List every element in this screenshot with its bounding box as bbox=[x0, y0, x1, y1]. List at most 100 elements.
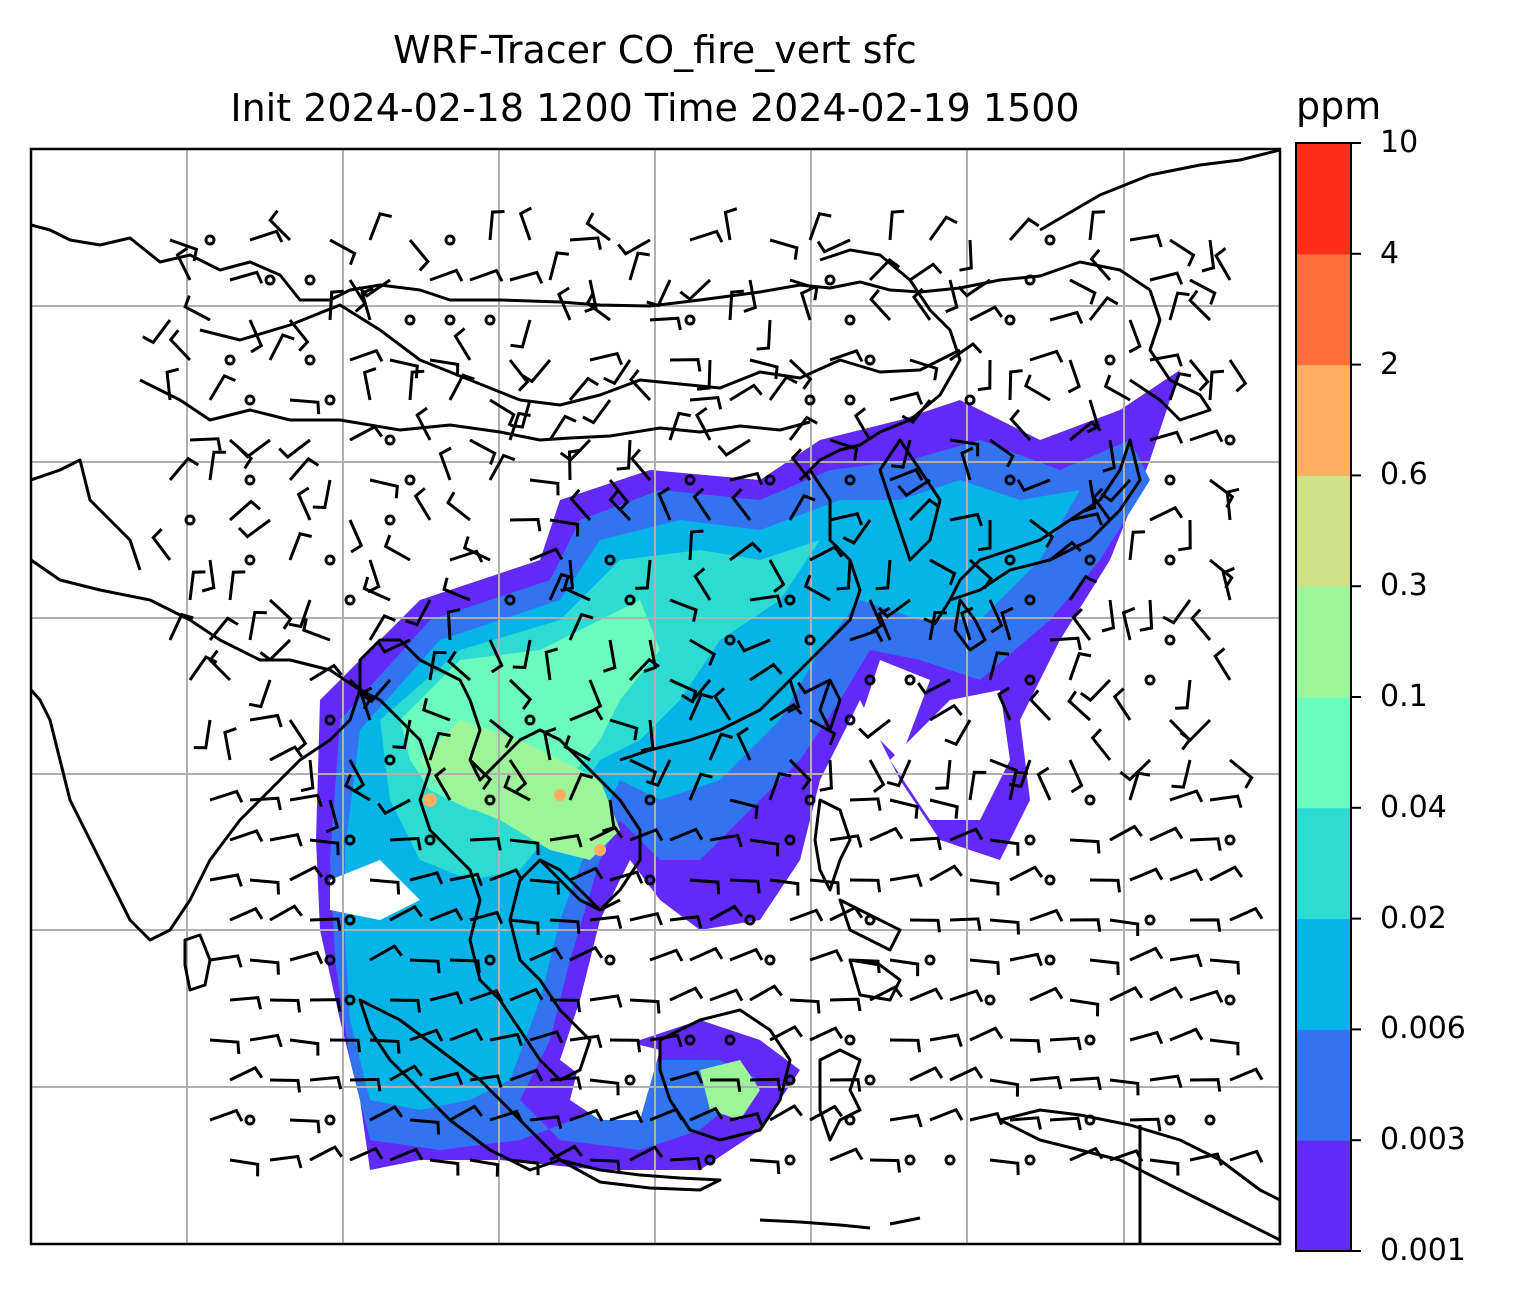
calm-wind-marker bbox=[1164, 634, 1176, 646]
coastline-china-east bbox=[619, 469, 862, 762]
calm-wind-marker bbox=[704, 1154, 716, 1166]
wind-barb bbox=[409, 1118, 441, 1135]
wind-barb bbox=[819, 759, 833, 792]
wind-barb bbox=[875, 559, 892, 591]
wind-barb bbox=[829, 438, 859, 461]
wind-barb bbox=[1209, 558, 1234, 589]
calm-wind-marker bbox=[1204, 1114, 1216, 1126]
wind-barb bbox=[889, 958, 920, 977]
wind-barb bbox=[249, 713, 283, 728]
wind-barb bbox=[389, 1064, 423, 1082]
wind-barb bbox=[248, 319, 264, 354]
wind-barb bbox=[769, 1024, 804, 1042]
wind-barb bbox=[542, 727, 557, 761]
calm-wind-marker bbox=[604, 554, 616, 566]
wind-barb bbox=[909, 836, 942, 851]
wind-barb bbox=[788, 758, 812, 791]
wind-barb bbox=[960, 606, 974, 641]
wind-barb bbox=[1068, 759, 1084, 794]
wind-barb bbox=[788, 493, 816, 521]
wind-barb bbox=[1149, 826, 1184, 842]
calm-wind-marker bbox=[504, 594, 516, 606]
wind-barb bbox=[489, 1109, 524, 1123]
wind-barb bbox=[1000, 606, 1014, 641]
wind-barb bbox=[769, 238, 799, 260]
wind-barb bbox=[989, 1158, 1020, 1176]
wind-barb bbox=[1089, 248, 1112, 281]
wind-barb bbox=[268, 598, 293, 630]
wind-barb bbox=[696, 359, 712, 391]
calm-wind-marker bbox=[784, 834, 796, 846]
wind-barb bbox=[969, 1111, 1003, 1126]
wind-barb bbox=[681, 679, 712, 704]
wind-barb bbox=[803, 574, 831, 602]
wind-barb bbox=[362, 367, 377, 401]
wind-barb bbox=[731, 488, 752, 521]
wind-barb bbox=[809, 948, 844, 963]
wind-barb bbox=[689, 1106, 724, 1122]
wind-barb bbox=[645, 759, 672, 788]
wind-barb bbox=[367, 559, 381, 594]
wind-barb bbox=[1069, 1076, 1102, 1091]
coastline-korea bbox=[878, 438, 942, 562]
coastline-sakhalin bbox=[1129, 289, 1212, 422]
wind-barb bbox=[568, 772, 594, 801]
calm-wind-marker bbox=[344, 834, 356, 846]
wind-barb bbox=[608, 479, 630, 512]
calm-wind-marker bbox=[324, 1114, 336, 1126]
wind-barb bbox=[348, 519, 364, 554]
calm-wind-marker bbox=[244, 474, 256, 486]
wind-barb bbox=[949, 512, 983, 527]
wind-barb bbox=[1090, 728, 1112, 761]
wind-barb bbox=[869, 985, 904, 1002]
colorbar-segment bbox=[1296, 1140, 1351, 1252]
wind-barb bbox=[1129, 867, 1164, 882]
wind-barb bbox=[1189, 1078, 1222, 1092]
wind-barb bbox=[1128, 530, 1146, 561]
wind-barb bbox=[1209, 865, 1244, 882]
wind-barb bbox=[357, 278, 391, 298]
wind-barb bbox=[1169, 1027, 1204, 1042]
calm-wind-marker bbox=[1224, 434, 1236, 446]
wind-barb bbox=[689, 395, 723, 410]
wind-barb bbox=[168, 456, 200, 481]
wind-barb bbox=[509, 838, 540, 856]
wind-barb bbox=[949, 438, 980, 457]
wind-barb bbox=[646, 279, 672, 308]
wind-barb bbox=[209, 873, 243, 887]
wind-barb bbox=[1016, 478, 1051, 493]
wind-barb bbox=[809, 1104, 844, 1122]
wind-barb bbox=[1128, 319, 1142, 354]
coastline-north-asia bbox=[31, 223, 1151, 308]
wind-barb bbox=[269, 745, 304, 762]
wind-barb bbox=[628, 657, 660, 682]
wind-barb bbox=[237, 518, 271, 539]
colorbar bbox=[1296, 142, 1361, 1252]
wind-barb bbox=[229, 995, 263, 1010]
wind-barb bbox=[1139, 599, 1154, 632]
wind-barb bbox=[567, 448, 582, 481]
wind-barb bbox=[453, 327, 472, 361]
calm-wind-marker bbox=[864, 674, 876, 686]
calm-wind-marker bbox=[604, 954, 616, 966]
coastline-lesser-sunda bbox=[759, 1216, 921, 1230]
wind-barb bbox=[1067, 690, 1092, 722]
wind-barb bbox=[488, 639, 504, 674]
wind-barb bbox=[869, 1158, 901, 1173]
wind-barb bbox=[849, 958, 881, 974]
wind-barb bbox=[1069, 1146, 1104, 1162]
wind-barb bbox=[888, 209, 905, 241]
wind-barb bbox=[736, 726, 752, 761]
wind-barb bbox=[1149, 271, 1184, 285]
calm-wind-marker bbox=[444, 314, 456, 326]
calm-wind-marker bbox=[1144, 674, 1156, 686]
wind-barb bbox=[909, 987, 944, 1002]
wind-barb bbox=[669, 598, 698, 623]
wind-barb bbox=[468, 758, 493, 791]
wind-barb bbox=[376, 638, 411, 654]
wind-barb bbox=[429, 907, 464, 922]
colorbar-tick-label: 0.001 bbox=[1380, 1233, 1466, 1268]
wind-barb bbox=[929, 1107, 964, 1122]
wind-barb bbox=[529, 1115, 563, 1129]
wind-barb bbox=[1029, 518, 1055, 549]
